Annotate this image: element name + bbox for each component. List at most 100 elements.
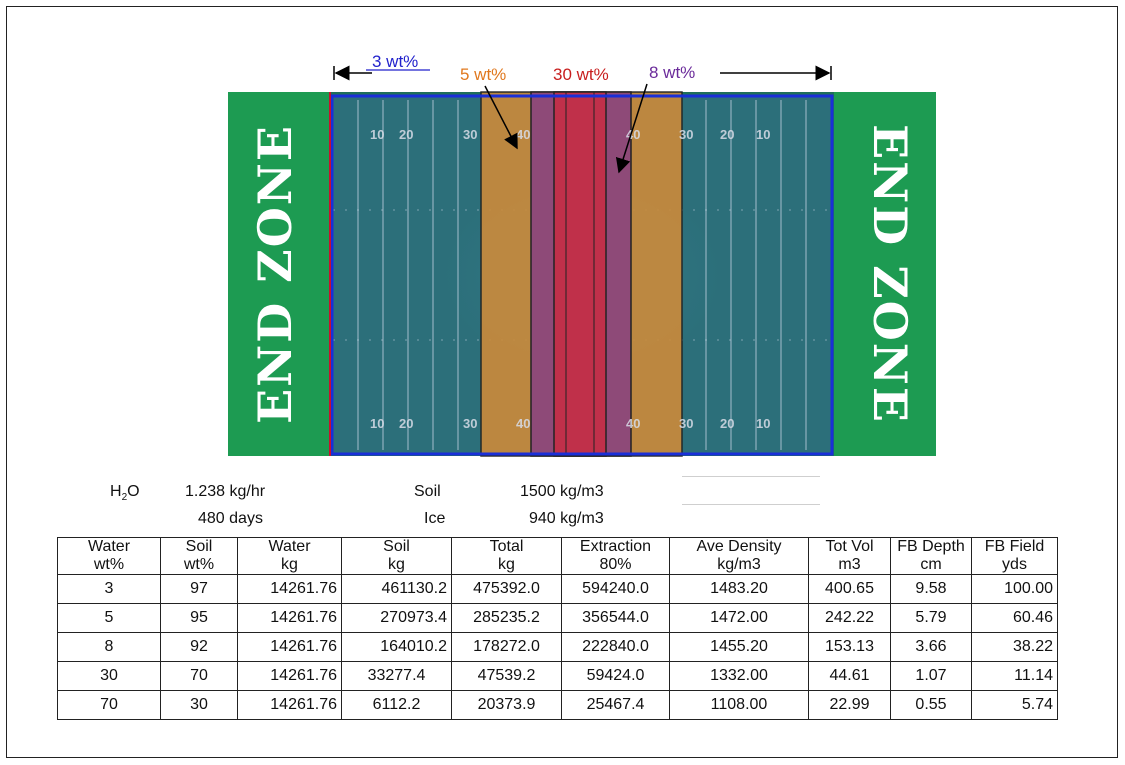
header-cell-bottom: 80% [599,556,632,573]
boundary-3wt [330,94,834,456]
header-cell-bottom: kg/m3 [717,556,761,573]
header-cell-bottom: wt% [183,556,215,573]
header-cell-bottom: wt% [93,556,125,573]
header-cell-top: FB Depth [897,538,965,555]
table-row: 3 97 14261.76 461130.2 475392.0 594240.0… [57,574,1058,604]
yard-number-bottom: 20 [399,416,413,431]
cell-total-kg: 178272.0 [451,632,562,662]
header-cell: Tot Vol m3 [808,537,891,575]
header-cell: Water kg [237,537,342,575]
cell-total-kg: 47539.2 [451,661,562,691]
header-cell-bottom: kg [281,556,298,573]
cell-tot-vol: 242.22 [808,603,891,633]
pointer-8wt [615,83,648,174]
ice-density: 940 kg/m3 [529,510,604,527]
header-cell-top: FB Field [984,538,1045,555]
endzone-left [228,92,330,456]
label-30wt: 30 wt% [553,65,609,84]
cell-fb-depth: 3.66 [890,632,972,662]
header-cell: FB Field yds [971,537,1058,575]
header-cell-top: Tot Vol [825,538,874,555]
header-cell-top: Soil [185,538,213,555]
cell-water-kg: 14261.76 [237,690,342,720]
yard-number-bottom: 40 [626,416,640,431]
divider-line-2 [682,504,820,505]
yard-number-top: 30 [463,127,477,142]
cell-ave-density: 1455.20 [669,632,809,662]
header-cell-bottom: m3 [838,556,861,573]
header-cell: Soil kg [341,537,452,575]
cell-ave-density: 1483.20 [669,574,809,604]
cell-soil-wt: 95 [160,603,238,633]
h2o-label-o: O [127,483,140,500]
cell-fb-depth: 5.79 [890,603,972,633]
cell-ave-density: 1108.00 [669,690,809,720]
label-3wt: 3 wt% [372,52,419,71]
cell-water-kg: 14261.76 [237,661,342,691]
header-cell-bottom: kg [388,556,405,573]
cell-ave-density: 1332.00 [669,661,809,691]
header-cell-bottom: cm [920,556,942,573]
cell-soil-wt: 97 [160,574,238,604]
header-cell: Ave Density kg/m3 [669,537,809,575]
cell-water-wt: 30 [57,661,161,691]
duration-days: 480 days [198,510,263,527]
h2o-label: H2O [110,483,140,503]
cell-fb-field: 60.46 [971,603,1058,633]
cell-water-kg: 14261.76 [237,632,342,662]
h2o-label-h: H [110,483,122,500]
cell-total-kg: 285235.2 [451,603,562,633]
yard-numbers-bottom: 10 20 30 40 40 30 20 10 [370,416,770,431]
h2o-rate: 1.238 kg/hr [185,483,266,500]
yard-number-bottom: 10 [370,416,384,431]
pointer-5wt [484,85,518,150]
cell-water-wt: 8 [57,632,161,662]
header-cell: Total kg [451,537,562,575]
header-cell-top: Total [489,538,524,555]
header-cell: Extraction 80% [561,537,670,575]
yard-number-top: 10 [370,127,384,142]
yard-numbers-top: 10 20 30 40 40 30 20 10 [370,127,770,142]
cell-soil-kg: 6112.2 [341,690,452,720]
divider-line-1 [682,476,820,477]
cell-water-wt: 5 [57,603,161,633]
cell-fb-field: 38.22 [971,632,1058,662]
cell-soil-kg: 461130.2 [341,574,452,604]
label-8wt: 8 wt% [649,63,696,82]
cell-extraction: 594240.0 [561,574,670,604]
cell-extraction: 25467.4 [561,690,670,720]
cell-water-kg: 14261.76 [237,574,342,604]
table-row: 30 70 14261.76 33277.4 47539.2 59424.0 1… [57,661,1058,691]
field-svg: 10 20 30 40 40 30 20 10 10 20 30 40 40 3… [228,65,936,457]
soil-density: 1500 kg/m3 [520,483,604,500]
cell-water-kg: 14261.76 [237,603,342,633]
cell-total-kg: 20373.9 [451,690,562,720]
cell-soil-kg: 270973.4 [341,603,452,633]
cell-fb-depth: 9.58 [890,574,972,604]
cell-soil-wt: 92 [160,632,238,662]
cell-tot-vol: 400.65 [808,574,891,604]
cell-fb-field: 5.74 [971,690,1058,720]
cell-tot-vol: 153.13 [808,632,891,662]
yard-number-top: 10 [756,127,770,142]
endzone-right [834,92,936,456]
label-5wt: 5 wt% [460,65,507,84]
header-cell-top: Water [268,538,311,555]
header-cell-top: Ave Density [696,538,782,555]
cell-total-kg: 475392.0 [451,574,562,604]
yard-number-bottom: 30 [463,416,477,431]
cell-fb-field: 100.00 [971,574,1058,604]
cell-water-wt: 70 [57,690,161,720]
header-cell-bottom: kg [498,556,515,573]
table-row: 8 92 14261.76 164010.2 178272.0 222840.0… [57,632,1058,662]
football-field-diagram: 10 20 30 40 40 30 20 10 10 20 30 40 40 3… [228,52,936,457]
yard-number-top: 30 [679,127,693,142]
endzone-left-text: END ZONE [248,124,302,424]
figure-frame [6,6,1118,758]
header-cell: Water wt% [57,537,161,575]
results-table: Water wt% Soil wt% Water kg Soil kg Tota… [57,537,1058,720]
yard-number-bottom: 40 [516,416,530,431]
cell-fb-field: 11.14 [971,661,1058,691]
header-cell: Soil wt% [160,537,238,575]
cell-ave-density: 1472.00 [669,603,809,633]
